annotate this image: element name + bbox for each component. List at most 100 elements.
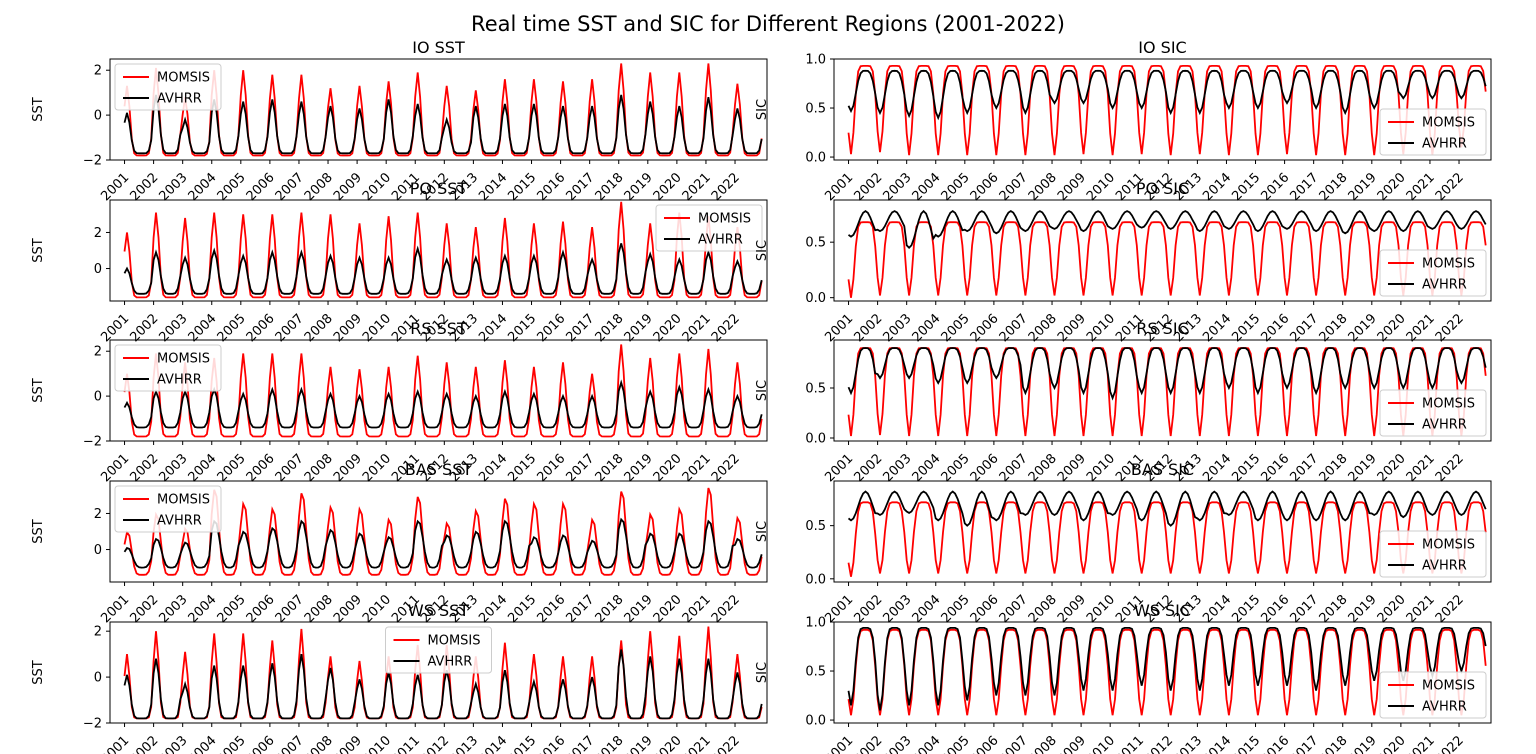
x-tick-label: 2007 xyxy=(997,733,1031,754)
x-tick-label: 2009 xyxy=(1055,592,1089,626)
y-tick-label: 0.5 xyxy=(805,519,826,534)
x-tick-label: 2016 xyxy=(1258,592,1292,626)
legend-label-avhrr: AVHRR xyxy=(1422,137,1467,152)
x-tick-label: 2008 xyxy=(1026,170,1060,204)
x-tick-label: 2016 xyxy=(534,451,568,485)
panel-title: WS SST xyxy=(408,601,469,620)
x-tick-label: 2003 xyxy=(880,451,914,485)
panel-ws-sic: WS SICSIC0.00.51.02001200220032004200520… xyxy=(755,601,1492,754)
x-tick-label: 2004 xyxy=(186,170,220,204)
x-tick-label: 2008 xyxy=(1026,451,1060,485)
y-tick-label: 1.0 xyxy=(805,53,826,68)
x-tick-label: 2022 xyxy=(709,733,743,754)
x-tick-label: 2004 xyxy=(910,733,944,754)
series-line-avhrr xyxy=(123,243,763,295)
x-tick-label: 2020 xyxy=(1375,170,1409,204)
x-tick-label: 2007 xyxy=(997,451,1031,485)
x-tick-label: 2022 xyxy=(709,592,743,626)
legend-label-avhrr: AVHRR xyxy=(157,514,202,529)
x-tick-label: 2001 xyxy=(98,733,132,754)
legend-label-avhrr: AVHRR xyxy=(428,655,473,670)
x-tick-label: 2017 xyxy=(563,592,597,626)
x-tick-label: 2005 xyxy=(939,733,973,754)
legend-label-momsis: MOMSIS xyxy=(157,493,210,508)
x-tick-label: 2009 xyxy=(1055,170,1089,204)
x-tick-label: 2019 xyxy=(622,170,656,204)
x-tick-label: 2007 xyxy=(273,592,307,626)
x-tick-label: 2001 xyxy=(822,733,856,754)
y-axis-label: SIC xyxy=(755,662,770,683)
panel-io-sic: IO SICSIC0.00.51.02001200220032004200520… xyxy=(755,38,1492,204)
axes-frame xyxy=(833,199,1492,302)
y-tick-label: −2 xyxy=(83,717,102,732)
x-tick-label: 2006 xyxy=(244,733,278,754)
x-tick-label: 2016 xyxy=(1258,170,1292,204)
legend: MOMSIS AVHRR xyxy=(655,204,763,252)
legend-label-avhrr: AVHRR xyxy=(1422,559,1467,574)
x-tick-label: 2003 xyxy=(156,170,190,204)
x-tick-label: 2011 xyxy=(389,733,423,754)
x-tick-label: 2021 xyxy=(1404,170,1438,204)
x-tick-label: 2010 xyxy=(360,592,394,626)
x-tick-label: 2021 xyxy=(1404,451,1438,485)
x-tick-label: 2010 xyxy=(360,733,394,754)
x-tick-label: 2020 xyxy=(651,451,685,485)
x-tick-label: 2006 xyxy=(968,451,1002,485)
x-tick-label: 2002 xyxy=(851,170,885,204)
panel-title: WS SIC xyxy=(1134,601,1191,620)
x-tick-label: 2020 xyxy=(1375,733,1409,754)
x-tick-label: 2016 xyxy=(534,592,568,626)
x-tick-label: 2020 xyxy=(651,592,685,626)
series-line-avhrr xyxy=(123,94,763,155)
x-tick-label: 2003 xyxy=(880,733,914,754)
x-tick-label: 2019 xyxy=(622,451,656,485)
chart-panels: IO SSTSST−202200120022003200420052006200… xyxy=(31,38,1492,754)
x-tick-label: 2002 xyxy=(127,592,161,626)
x-tick-label: 2019 xyxy=(622,733,656,754)
legend-label-momsis: MOMSIS xyxy=(1422,679,1475,694)
series-line-avhrr xyxy=(847,69,1487,121)
y-axis-label: SIC xyxy=(755,99,770,120)
x-tick-label: 2007 xyxy=(273,451,307,485)
x-tick-label: 2008 xyxy=(302,733,336,754)
x-tick-label: 2014 xyxy=(476,170,510,204)
series-line-avhrr xyxy=(847,627,1487,711)
x-tick-label: 2009 xyxy=(1055,733,1089,754)
x-tick-label: 2009 xyxy=(1055,451,1089,485)
y-tick-label: 2 xyxy=(94,507,102,522)
axes-frame xyxy=(109,58,768,161)
x-tick-label: 2009 xyxy=(331,451,365,485)
x-tick-label: 2018 xyxy=(593,592,627,626)
x-tick-label: 2004 xyxy=(910,451,944,485)
legend-label-momsis: MOMSIS xyxy=(1422,397,1475,412)
x-tick-label: 2008 xyxy=(1026,733,1060,754)
x-tick-label: 2022 xyxy=(1433,451,1467,485)
panel-ws-sst: WS SSTSST−202200120022003200420052006200… xyxy=(31,601,768,754)
x-tick-label: 2017 xyxy=(563,451,597,485)
x-tick-label: 2022 xyxy=(709,170,743,204)
x-tick-label: 2001 xyxy=(98,592,132,626)
legend: MOMSIS AVHRR xyxy=(114,63,222,111)
series-line-momsis xyxy=(847,221,1487,298)
y-tick-label: 0 xyxy=(94,671,102,686)
legend-label-avhrr: AVHRR xyxy=(157,373,202,388)
legend-label-avhrr: AVHRR xyxy=(1422,278,1467,293)
x-tick-label: 2001 xyxy=(98,451,132,485)
x-tick-label: 2015 xyxy=(505,170,539,204)
x-tick-label: 2008 xyxy=(302,451,336,485)
x-tick-label: 2020 xyxy=(651,733,685,754)
x-tick-label: 2005 xyxy=(215,733,249,754)
x-tick-label: 2010 xyxy=(1084,451,1118,485)
x-tick-label: 2009 xyxy=(331,592,365,626)
y-tick-label: 1.0 xyxy=(805,616,826,631)
x-tick-label: 2021 xyxy=(1404,733,1438,754)
series-line-momsis xyxy=(123,344,763,438)
y-tick-label: 0.5 xyxy=(805,665,826,680)
x-tick-label: 2017 xyxy=(1287,733,1321,754)
panel-title: PO SST xyxy=(410,179,468,198)
x-tick-label: 2004 xyxy=(910,170,944,204)
legend-label-avhrr: AVHRR xyxy=(157,92,202,107)
legend: MOMSIS AVHRR xyxy=(114,344,222,392)
x-tick-label: 2020 xyxy=(1375,592,1409,626)
